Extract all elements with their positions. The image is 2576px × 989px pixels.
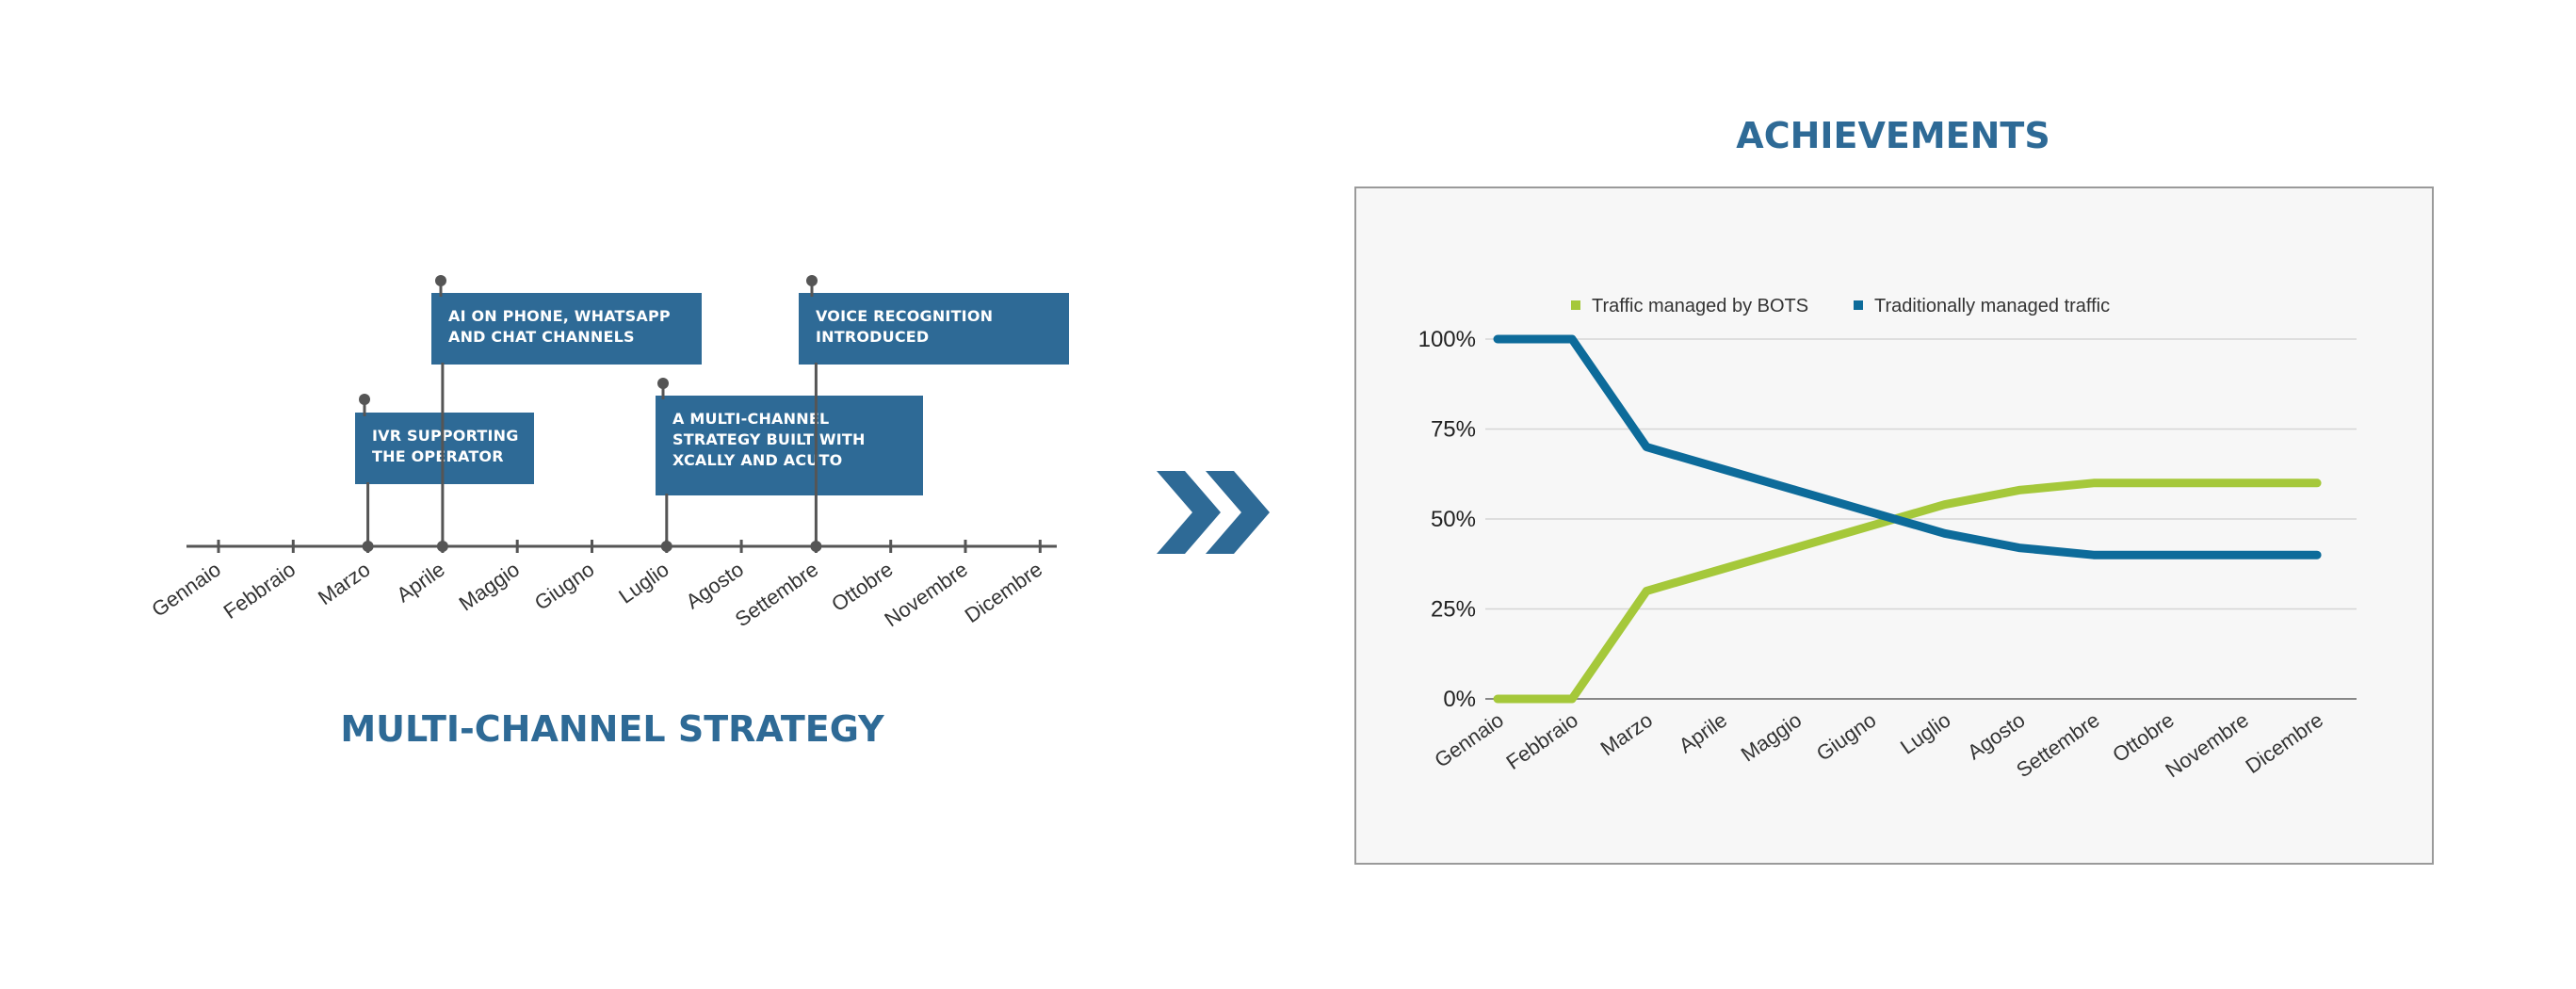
timeline-title: MULTI-CHANNEL STRATEGY	[340, 708, 884, 750]
chart-x-tick-label: Gennaio	[1430, 708, 1507, 772]
chart-x-tick-label: Febbraio	[1501, 708, 1581, 774]
chart-point	[2165, 552, 2171, 558]
timeline-event-dot	[362, 541, 374, 552]
chart-series-line-traffic-managed-by-bots	[1493, 478, 2322, 704]
chart-point	[1569, 696, 1575, 702]
chart-y-tick-label: 75%	[1431, 417, 1476, 443]
timeline-month-label: Settembre	[731, 558, 822, 632]
chart-x-tick-label: Giugno	[1812, 708, 1880, 766]
timeline-event-dot	[436, 541, 448, 552]
timeline-month-label: Novembre	[880, 558, 971, 632]
chart-y-tick-label: 50%	[1431, 507, 1476, 532]
timeline-event-stem	[363, 399, 370, 546]
chart-y-tick-label: 0%	[1443, 687, 1476, 712]
timeline-event-stem	[439, 281, 445, 546]
timeline-event-box-aprile: AI ON PHONE, WHATSAPP AND CHAT CHANNELS	[431, 293, 702, 365]
chart-point	[1569, 336, 1575, 342]
chart-point	[1718, 566, 1724, 572]
timeline-month-label: Gennaio	[147, 558, 224, 622]
chart-point	[2240, 552, 2245, 558]
chart-point	[2314, 552, 2320, 558]
legend-label: Traffic managed by BOTS	[1592, 296, 1809, 316]
legend-swatch	[1571, 300, 1580, 310]
legend-item-traditionally-managed-traffic: Traditionally managed traffic	[1854, 296, 2110, 317]
chart-point	[1792, 487, 1798, 493]
chart-point	[2165, 480, 2171, 486]
chart-point	[1644, 588, 1649, 593]
chart-point	[2017, 487, 2022, 493]
chart-point	[1495, 696, 1500, 702]
chart-y-tick-label: 100%	[1418, 327, 1476, 352]
timeline-event-stem	[810, 281, 818, 546]
timeline-event-dot	[660, 541, 672, 552]
chart-point	[1942, 502, 1948, 508]
timeline-month-label: Luglio	[614, 558, 672, 608]
timeline-event-text: VOICE RECOGNITION INTRODUCED	[816, 307, 994, 346]
chart-point	[1644, 445, 1649, 450]
timeline-month-label: Aprile	[392, 558, 448, 608]
legend-swatch	[1854, 300, 1863, 310]
chevron-icon-part	[1157, 471, 1221, 554]
chart-x-tick-label: Marzo	[1596, 708, 1657, 761]
double-chevron-right-icon	[1157, 471, 1270, 554]
timeline-event-text: A MULTI-CHANNEL STRATEGY BUILT WITH XCAL…	[672, 410, 866, 469]
chart-x-tick-label: Settembre	[2012, 708, 2103, 783]
chart-title: ACHIEVEMENTS	[1736, 115, 2050, 156]
timeline-month-label: Dicembre	[961, 558, 1046, 627]
timeline-month-label: Febbraio	[219, 558, 300, 624]
chart-point	[2314, 480, 2320, 486]
chart-point	[2240, 480, 2245, 486]
timeline-month-label: Giugno	[530, 558, 598, 615]
legend-item-traffic-managed-by-bots: Traffic managed by BOTS	[1571, 296, 1808, 317]
chart-point	[1792, 545, 1798, 551]
timeline-event-stem	[661, 383, 669, 546]
chart-point	[1942, 530, 1948, 536]
chart-x-tick-label: Aprile	[1675, 708, 1731, 758]
chart-x-tick-label: Dicembre	[2242, 708, 2327, 778]
chart-y-tick-label: 25%	[1431, 597, 1476, 623]
timeline-event-box-luglio: A MULTI-CHANNEL STRATEGY BUILT WITH XCAL…	[656, 396, 923, 495]
chart-point	[2091, 552, 2097, 558]
chart-point	[1868, 509, 1873, 514]
chart-point	[1868, 524, 1873, 529]
chart-x-tick-label: Luglio	[1896, 708, 1954, 759]
timeline-event-pin-head	[657, 378, 669, 389]
chart-series-line-traditionally-managed-traffic	[1493, 334, 2322, 559]
chart-point	[2017, 545, 2022, 551]
timeline-event-pin-head	[806, 275, 818, 286]
chart-point	[1718, 466, 1724, 472]
chart-x-tick-label: Agosto	[1963, 708, 2029, 765]
timeline-event-box-settembre: VOICE RECOGNITION INTRODUCED	[799, 293, 1069, 365]
timeline-month-label: Agosto	[682, 558, 748, 614]
timeline-event-pin-head	[435, 275, 446, 286]
timeline-event-dot	[810, 541, 822, 552]
timeline-month-label: Marzo	[314, 558, 374, 610]
timeline-event-box-marzo: IVR SUPPORTING THE OPERATOR	[355, 413, 534, 484]
chart-x-tick-label: Maggio	[1737, 708, 1806, 767]
timeline-month-label: Maggio	[455, 558, 524, 616]
legend-label: Traditionally managed traffic	[1874, 296, 2111, 316]
chart-point	[2091, 480, 2097, 486]
timeline-event-text: AI ON PHONE, WHATSAPP AND CHAT CHANNELS	[448, 307, 671, 346]
chevron-icon-part	[1206, 471, 1270, 554]
chart-point	[1495, 336, 1500, 342]
chart-frame	[1354, 186, 2434, 865]
chart-x-tick-label: Novembre	[2161, 708, 2252, 783]
timeline-event-text: IVR SUPPORTING THE OPERATOR	[372, 427, 519, 465]
timeline-event-pin-head	[359, 394, 370, 405]
